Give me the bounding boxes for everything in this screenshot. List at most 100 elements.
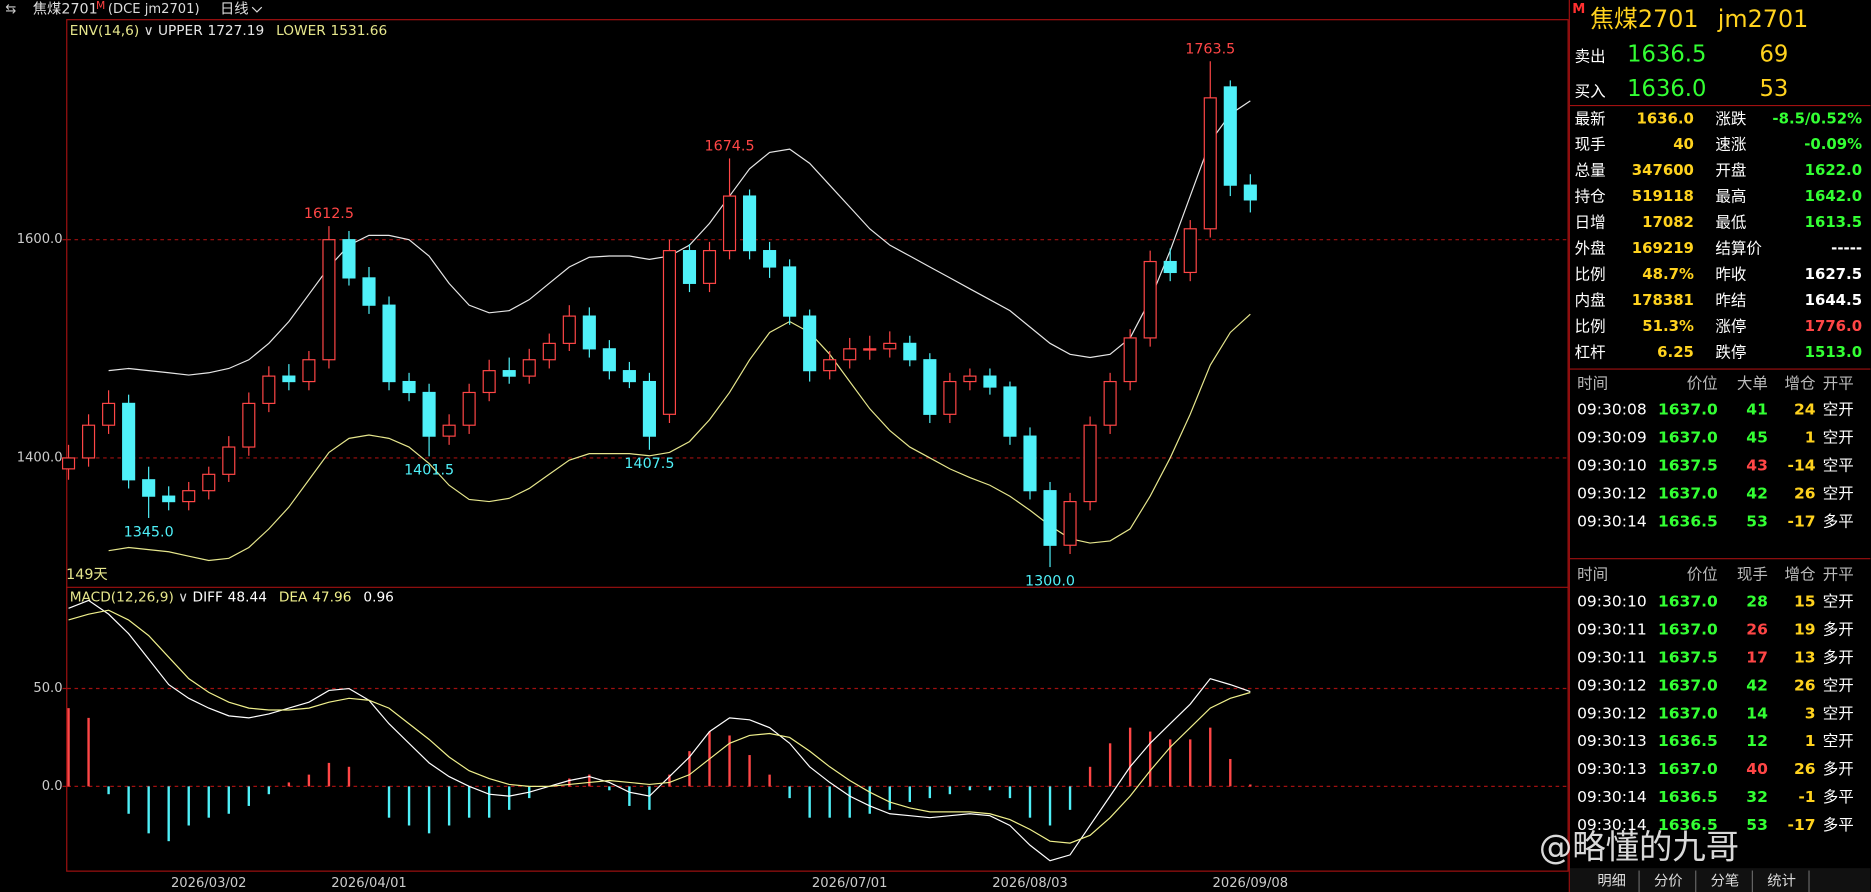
trade-cell: 1636.5 — [1658, 788, 1718, 806]
column-header: 增仓 — [1785, 565, 1817, 583]
stat-label: 开盘 — [1715, 161, 1746, 180]
candle-body — [542, 342, 556, 361]
stat-value: 1642.0 — [1805, 187, 1862, 205]
candle-body — [82, 424, 96, 459]
trade-cell: 09:30:12 — [1577, 484, 1647, 502]
trade-cell: 1636.5 — [1658, 512, 1718, 530]
trade-cell: 多平 — [1823, 816, 1854, 834]
stat-value: 1644.5 — [1805, 291, 1862, 309]
stat-value: 1627.5 — [1805, 265, 1862, 283]
legend-value: 1531.66 — [331, 23, 388, 39]
trade-cell: 15 — [1794, 593, 1816, 611]
menu-icon[interactable]: ⇆ — [5, 2, 16, 17]
x-tick-label: 2026/08/03 — [992, 876, 1068, 891]
trade-cell: 09:30:10 — [1577, 457, 1647, 475]
trade-cell: 1637.0 — [1658, 676, 1718, 694]
y-tick-label: 1400.0 — [17, 450, 63, 465]
candle-body — [1003, 386, 1017, 437]
trade-cell: 17 — [1746, 649, 1768, 667]
legend-name: UPPER — [158, 23, 203, 39]
column-header: 现手 — [1737, 565, 1768, 583]
x-tick-label: 2026/09/08 — [1213, 876, 1289, 891]
stat-value: 48.7% — [1642, 265, 1694, 283]
period-selector[interactable]: 日线 — [220, 1, 249, 18]
tab[interactable]: 明细 — [1597, 872, 1626, 889]
stat-value: 347600 — [1632, 161, 1694, 179]
trade-cell: 1636.5 — [1658, 816, 1718, 834]
trade-cell: 空开 — [1823, 401, 1854, 419]
ask-price: 1636.5 — [1627, 41, 1706, 67]
legend-name: DEA — [279, 589, 308, 605]
trade-cell: 26 — [1794, 676, 1816, 694]
trade-cell: 13 — [1794, 649, 1816, 667]
stat-value: 1622.0 — [1805, 161, 1862, 179]
trade-cell: 09:30:12 — [1577, 676, 1647, 694]
trade-cell: 09:30:13 — [1577, 732, 1647, 750]
trade-cell: 09:30:10 — [1577, 593, 1647, 611]
trade-cell: 空开 — [1823, 593, 1854, 611]
price-annotation: 1612.5 — [304, 206, 354, 222]
stat-label: 杠杆 — [1575, 344, 1606, 362]
ask-label: 卖出 — [1575, 48, 1606, 66]
trade-cell: 26 — [1746, 621, 1768, 639]
stat-label: 比例 — [1575, 266, 1606, 284]
tab[interactable]: 统计 — [1767, 872, 1796, 889]
candle-body — [863, 348, 877, 351]
candle-body — [442, 424, 456, 437]
quote-code: jm2701 — [1717, 5, 1809, 33]
tab[interactable]: 分价 — [1654, 872, 1683, 889]
trade-cell: -17 — [1788, 512, 1816, 530]
trade-cell: 空平 — [1823, 457, 1854, 475]
x-tick-label: 2026/04/01 — [331, 876, 407, 891]
stat-label: 持仓 — [1575, 188, 1607, 206]
candle-body — [1023, 435, 1037, 492]
candle-body — [843, 348, 857, 361]
candle-body — [162, 495, 176, 503]
stat-label: 最高 — [1715, 188, 1746, 206]
candle-body — [763, 250, 777, 268]
trade-cell: 3 — [1805, 704, 1816, 722]
candle-body — [722, 195, 737, 252]
candle-body — [1103, 380, 1117, 426]
candle-body — [122, 402, 136, 481]
trade-cell: 1637.0 — [1658, 401, 1718, 419]
column-header: 增仓 — [1785, 374, 1817, 392]
trade-cell: 26 — [1794, 760, 1816, 778]
candle-body — [222, 446, 236, 475]
trade-cell: 1637.5 — [1658, 457, 1718, 475]
candle-body — [342, 239, 356, 279]
candle-body — [963, 375, 977, 383]
column-header: 时间 — [1577, 374, 1608, 392]
candle-body — [602, 348, 616, 372]
trade-cell: 24 — [1794, 401, 1816, 419]
price-annotation: 1401.5 — [404, 463, 454, 479]
symbol: 焦煤2701 — [33, 1, 98, 18]
trade-cell: 12 — [1746, 732, 1768, 750]
stat-value: 169219 — [1632, 239, 1694, 257]
candle-body — [562, 315, 576, 344]
legend-value: 48.44 — [228, 589, 267, 605]
indicator-line — [108, 100, 1251, 376]
legend-name: DIFF — [193, 589, 223, 605]
candle-body — [883, 342, 897, 350]
legend-name: LOWER — [276, 23, 326, 39]
candle-body — [382, 304, 396, 383]
trade-cell: 19 — [1794, 621, 1816, 639]
ask-volume: 69 — [1760, 41, 1789, 67]
chart-frame — [66, 19, 1569, 872]
candle-body — [983, 375, 997, 388]
stat-label: 日增 — [1575, 214, 1606, 232]
price-annotation: 1763.5 — [1185, 41, 1235, 57]
trade-cell: 1637.0 — [1658, 429, 1718, 447]
candle-body — [142, 479, 156, 497]
flag: M — [96, 0, 105, 12]
y-tick-label: 50.0 — [33, 681, 62, 696]
candle-body — [1123, 337, 1137, 383]
tab[interactable]: 分笔 — [1711, 872, 1740, 889]
candle-body — [1243, 184, 1257, 201]
column-header: 开平 — [1823, 374, 1854, 392]
trade-cell: 09:30:13 — [1577, 760, 1647, 778]
candle-body — [302, 359, 316, 383]
candle-body — [743, 195, 757, 252]
stat-value: 1636.0 — [1636, 109, 1693, 127]
